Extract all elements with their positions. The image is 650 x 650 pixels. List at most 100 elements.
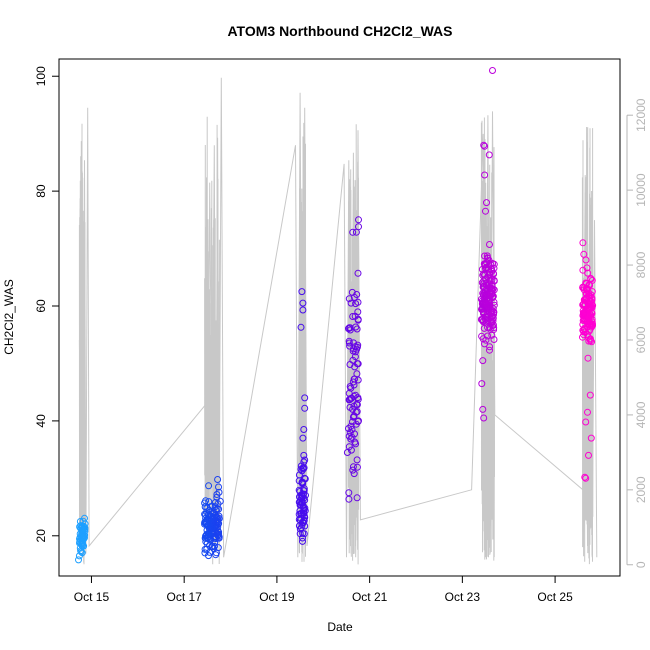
- data-point: [209, 543, 217, 551]
- data-point: [489, 269, 497, 277]
- data-point: [77, 547, 85, 555]
- data-point: [301, 504, 309, 512]
- data-point: [352, 440, 360, 448]
- data-point: [585, 451, 592, 459]
- data-point: [296, 498, 304, 506]
- data-point: [354, 269, 362, 277]
- data-point: [201, 534, 209, 542]
- data-point: [588, 276, 596, 284]
- data-point: [347, 435, 355, 443]
- data-point: [354, 360, 362, 368]
- y-tick-label: 20: [34, 529, 48, 543]
- data-point: [349, 466, 357, 474]
- data-point: [299, 306, 307, 314]
- data-point: [481, 271, 489, 279]
- data-point: [214, 476, 222, 483]
- data-point: [345, 425, 352, 432]
- data-point: [489, 305, 497, 313]
- data-point: [300, 451, 308, 459]
- data-point: [490, 260, 498, 268]
- data-point: [75, 556, 82, 564]
- data-point: [483, 282, 491, 290]
- data-point: [206, 548, 214, 556]
- data-point: [79, 528, 87, 535]
- data-point: [201, 520, 209, 528]
- x-axis-label: Date: [327, 620, 353, 634]
- data-point: [486, 296, 494, 304]
- data-point: [346, 361, 354, 368]
- data-point: [301, 456, 309, 464]
- data-point: [482, 207, 489, 215]
- data-point: [354, 418, 362, 425]
- data-point: [481, 252, 489, 260]
- y-tick-label: 80: [34, 184, 48, 198]
- data-point: [215, 483, 222, 491]
- data-point: [201, 499, 209, 507]
- data-point: [355, 223, 362, 231]
- data-point: [486, 276, 494, 284]
- data-point: [208, 525, 215, 532]
- y2-tick-label: 10000: [634, 173, 648, 207]
- data-point: [484, 332, 492, 340]
- data-point: [584, 408, 591, 416]
- data-point: [488, 309, 495, 317]
- y-axis-label: CH2Cl2_WAS: [2, 279, 16, 355]
- data-point: [351, 312, 359, 320]
- data-point: [300, 464, 308, 472]
- data-point: [296, 530, 304, 538]
- data-point: [582, 309, 590, 317]
- data-point: [299, 537, 306, 545]
- data-point: [486, 241, 493, 248]
- y2-tick-label: 0: [634, 561, 648, 568]
- data-point: [300, 503, 308, 511]
- data-point: [298, 479, 306, 487]
- data-point: [584, 354, 592, 362]
- data-point: [213, 505, 221, 513]
- chart-title: ATOM3 Northbound CH2Cl2_WAS: [227, 23, 452, 39]
- data-point: [579, 333, 586, 341]
- data-point: [580, 250, 588, 258]
- data-point: [298, 494, 306, 502]
- data-point: [490, 276, 498, 284]
- data-point: [479, 271, 487, 279]
- data-point: [489, 292, 497, 300]
- data-point: [490, 326, 498, 334]
- data-point: [300, 487, 308, 495]
- data-point: [581, 473, 589, 481]
- data-point: [481, 293, 489, 300]
- data-point: [480, 324, 488, 332]
- data-point: [485, 151, 493, 159]
- data-point: [584, 320, 592, 327]
- data-point: [588, 304, 596, 311]
- altitude-track-segment: [78, 123, 86, 565]
- data-point: [346, 326, 354, 334]
- data-point: [296, 488, 304, 495]
- data-point: [486, 324, 493, 331]
- data-point: [76, 523, 84, 531]
- data-point: [488, 318, 496, 326]
- data-point: [205, 552, 212, 560]
- data-point: [489, 67, 496, 74]
- data-point: [350, 413, 358, 421]
- data-point: [586, 391, 594, 399]
- data-point: [211, 499, 219, 506]
- data-point: [300, 530, 308, 538]
- data-point: [490, 264, 498, 272]
- data-point: [205, 482, 213, 490]
- data-point: [75, 552, 83, 560]
- data-point: [350, 375, 358, 383]
- altitude-track-segment: [298, 122, 307, 562]
- data-point: [349, 405, 357, 413]
- altitude-track-segment: [204, 116, 221, 565]
- data-point: [212, 551, 220, 559]
- data-point: [485, 261, 493, 269]
- data-point: [295, 471, 303, 479]
- data-point: [353, 291, 361, 298]
- data-point: [353, 325, 361, 333]
- data-point: [213, 514, 221, 521]
- data-point: [585, 303, 593, 311]
- data-point: [211, 503, 219, 511]
- data-point: [351, 343, 359, 351]
- y2-axis: 0 2000 4000 6000 8000 10000 12000: [626, 98, 648, 568]
